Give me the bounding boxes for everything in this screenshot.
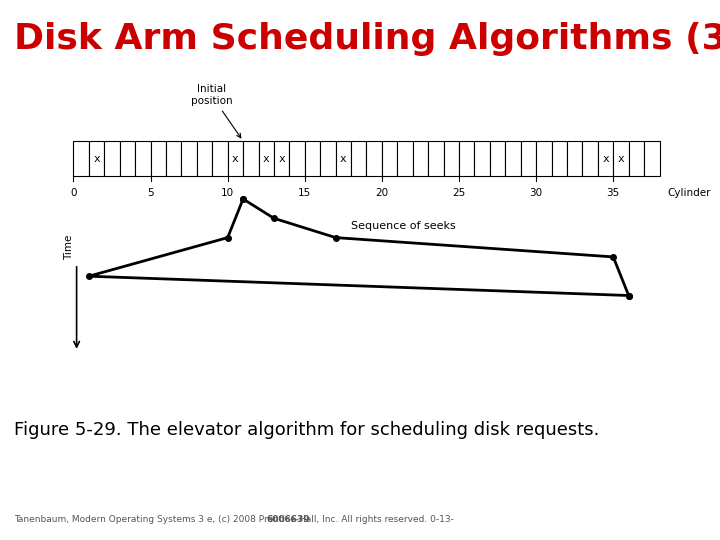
- Text: 35: 35: [607, 188, 620, 199]
- Bar: [274, 141, 289, 176]
- Bar: [150, 141, 166, 176]
- Bar: [366, 141, 382, 176]
- Text: Initial
position: Initial position: [191, 84, 240, 138]
- Text: x: x: [618, 153, 624, 164]
- Bar: [336, 141, 351, 176]
- Bar: [382, 141, 397, 176]
- Text: x: x: [93, 153, 100, 164]
- Text: x: x: [602, 153, 609, 164]
- Text: x: x: [340, 153, 347, 164]
- Bar: [644, 141, 660, 176]
- Text: Cylinder: Cylinder: [667, 188, 711, 199]
- Bar: [104, 141, 120, 176]
- Text: 6006639: 6006639: [266, 515, 310, 524]
- Bar: [459, 141, 474, 176]
- Bar: [228, 141, 243, 176]
- Text: x: x: [232, 153, 239, 164]
- Text: 5: 5: [148, 188, 154, 199]
- Bar: [567, 141, 582, 176]
- Text: x: x: [263, 153, 269, 164]
- Bar: [552, 141, 567, 176]
- Bar: [212, 141, 228, 176]
- Bar: [397, 141, 413, 176]
- Text: Tanenbaum, Modern Operating Systems 3 e, (c) 2008 Prentice-Hall, Inc. All rights: Tanenbaum, Modern Operating Systems 3 e,…: [14, 515, 454, 524]
- Bar: [413, 141, 428, 176]
- Bar: [598, 141, 613, 176]
- Bar: [197, 141, 212, 176]
- Bar: [490, 141, 505, 176]
- Bar: [428, 141, 444, 176]
- Bar: [582, 141, 598, 176]
- Text: 0: 0: [70, 188, 77, 199]
- Text: 15: 15: [298, 188, 312, 199]
- Bar: [73, 141, 89, 176]
- Bar: [166, 141, 181, 176]
- Bar: [89, 141, 104, 176]
- Bar: [181, 141, 197, 176]
- Bar: [289, 141, 305, 176]
- Text: x: x: [278, 153, 285, 164]
- Text: Figure 5-29. The elevator algorithm for scheduling disk requests.: Figure 5-29. The elevator algorithm for …: [14, 421, 600, 439]
- Bar: [305, 141, 320, 176]
- Text: 20: 20: [375, 188, 389, 199]
- Text: Disk Arm Scheduling Algorithms (3): Disk Arm Scheduling Algorithms (3): [14, 22, 720, 56]
- Bar: [243, 141, 258, 176]
- Bar: [474, 141, 490, 176]
- Bar: [521, 141, 536, 176]
- Bar: [320, 141, 336, 176]
- Bar: [258, 141, 274, 176]
- Text: 10: 10: [221, 188, 234, 199]
- Bar: [629, 141, 644, 176]
- Bar: [351, 141, 366, 176]
- Text: 25: 25: [452, 188, 466, 199]
- Bar: [613, 141, 629, 176]
- Bar: [536, 141, 552, 176]
- Text: 30: 30: [530, 188, 543, 199]
- Text: Time: Time: [63, 235, 73, 260]
- Bar: [120, 141, 135, 176]
- Bar: [135, 141, 150, 176]
- Text: Sequence of seeks: Sequence of seeks: [351, 221, 456, 231]
- Bar: [505, 141, 521, 176]
- Bar: [444, 141, 459, 176]
